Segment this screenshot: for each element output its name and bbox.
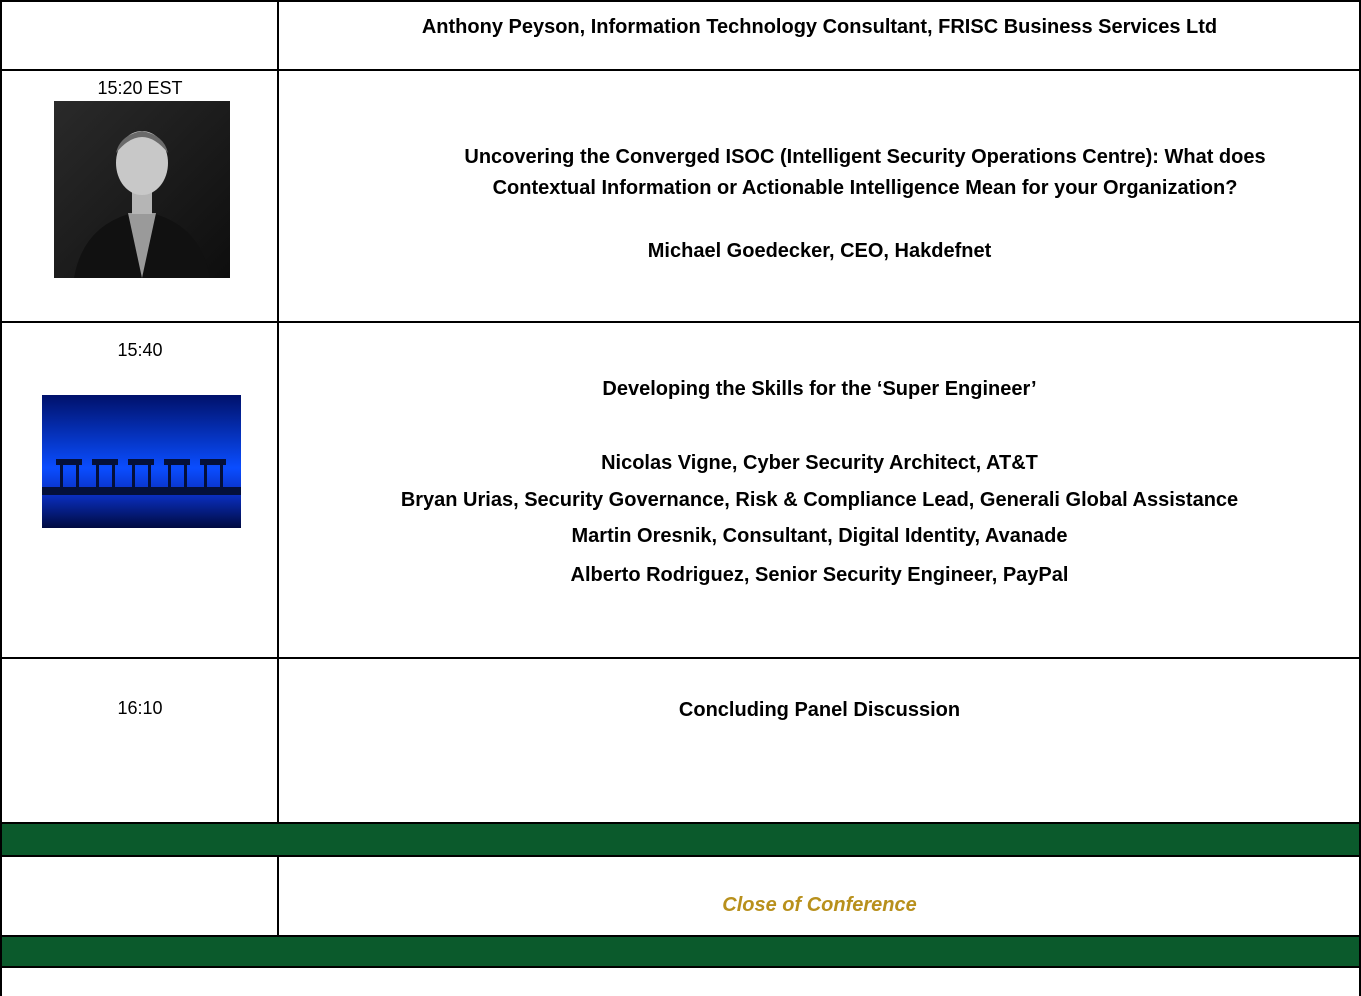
col-border <box>277 856 279 936</box>
speaker: Anthony Peyson, Information Technology C… <box>421 16 1218 38</box>
speaker: Martin Oresnik, Consultant, Digital Iden… <box>571 525 1068 547</box>
green-band <box>0 935 1361 968</box>
session-time: 16:10 <box>117 698 163 718</box>
row-border <box>0 0 1361 2</box>
row-border <box>0 657 1361 659</box>
speaker: Michael Goedecker, CEO, Hakdefnet <box>647 240 992 262</box>
col-border <box>1359 0 1361 996</box>
speaker: Alberto Rodriguez, Senior Security Engin… <box>570 564 1069 586</box>
green-band <box>0 822 1361 857</box>
speaker: Nicolas Vigne, Cyber Security Architect,… <box>601 452 1038 474</box>
session-title: Uncovering the Converged ISOC (Intellige… <box>464 146 1266 168</box>
session-title: Contextual Information or Actionable Int… <box>492 177 1238 199</box>
speaker: Bryan Urias, Security Governance, Risk &… <box>400 489 1239 511</box>
col-border <box>277 0 279 823</box>
session-title: Developing the Skills for the ‘Super Eng… <box>602 378 1037 400</box>
session-image <box>42 395 241 528</box>
row-border <box>0 69 1361 71</box>
session-title: Concluding Panel Discussion <box>678 699 961 721</box>
session-time: 15:20 EST <box>97 78 183 98</box>
row-border <box>0 321 1361 323</box>
session-time: 15:40 <box>117 340 163 360</box>
closing-title: Close of Conference <box>722 894 917 916</box>
speaker-photo <box>54 101 230 278</box>
col-border <box>0 0 2 996</box>
